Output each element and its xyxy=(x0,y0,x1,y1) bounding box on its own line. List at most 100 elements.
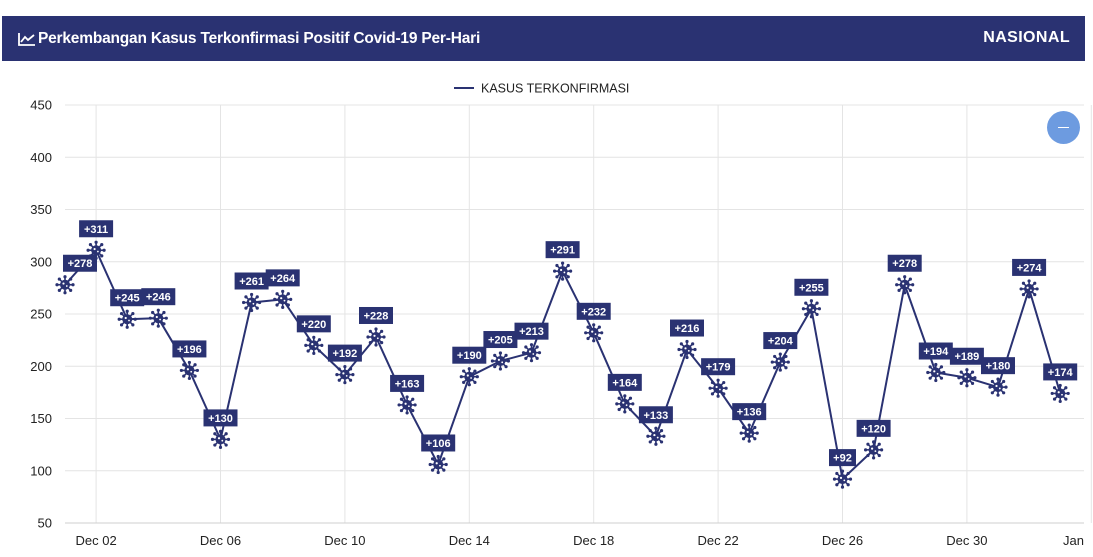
data-label-box xyxy=(1012,258,1047,276)
virus-icon xyxy=(273,289,293,309)
data-label-box xyxy=(452,346,487,364)
data-label: +189 xyxy=(955,351,980,363)
data-label: +204 xyxy=(768,336,794,348)
data-label-box xyxy=(421,434,456,452)
data-label-box xyxy=(110,289,145,307)
data-label-box xyxy=(981,357,1015,375)
virus-icon xyxy=(242,292,262,313)
virus-icon xyxy=(148,308,168,328)
virus-icon xyxy=(584,323,604,343)
data-label-box xyxy=(514,322,549,340)
virus-icon xyxy=(428,454,448,475)
data-label: +278 xyxy=(68,258,93,270)
scope-label: NASIONAL xyxy=(983,29,1070,46)
data-label-box xyxy=(670,319,704,337)
virus-icon xyxy=(521,343,542,363)
data-label-box xyxy=(203,409,238,427)
virus-icon xyxy=(55,275,75,295)
data-label: +164 xyxy=(612,377,638,389)
data-label-box xyxy=(483,331,518,349)
data-label-box xyxy=(390,374,425,392)
x-tick-label: Dec 02 xyxy=(75,533,116,548)
virus-icon xyxy=(397,395,417,415)
y-tick-label: 300 xyxy=(30,254,52,269)
virus-icon xyxy=(646,426,666,446)
virus-icon xyxy=(490,351,510,371)
data-label-box xyxy=(296,315,331,333)
x-tick-label: Jan xyxy=(1063,533,1084,548)
data-label: +264 xyxy=(270,273,296,285)
line-chart-icon xyxy=(18,32,35,46)
header-title-group: Perkembangan Kasus Terkonfirmasi Positif… xyxy=(18,30,480,48)
data-label: +180 xyxy=(986,361,1011,373)
y-tick-label: 200 xyxy=(30,359,52,374)
data-label: +278 xyxy=(892,258,917,270)
data-label-box xyxy=(829,449,856,467)
data-label: +190 xyxy=(457,350,482,362)
data-label-box xyxy=(607,373,642,391)
data-label: +205 xyxy=(488,335,513,347)
data-label-box xyxy=(172,340,207,358)
virus-icon xyxy=(988,377,1008,397)
virus-icon xyxy=(615,394,635,414)
data-label: +130 xyxy=(208,413,233,425)
virus-icon xyxy=(895,275,915,295)
virus-icon xyxy=(1050,383,1070,404)
data-label: +228 xyxy=(364,310,389,322)
x-tick-label: Dec 18 xyxy=(573,533,614,548)
legend-label: KASUS TERKONFIRMASI xyxy=(481,82,629,96)
virus-icon xyxy=(801,299,822,319)
data-label-box xyxy=(63,254,97,272)
y-tick-label: 350 xyxy=(30,202,52,217)
x-tick-label: Dec 10 xyxy=(324,533,365,548)
virus-icon xyxy=(335,365,355,385)
data-label-box xyxy=(576,302,611,320)
line-chart: 50 100 150 200 250 300 350 400 450 Dec 02 Dec 06 De… xyxy=(30,82,1092,548)
y-tick-label: 250 xyxy=(30,307,52,322)
virus-icon xyxy=(708,378,728,398)
y-tick-label: 450 xyxy=(30,98,52,113)
data-label-box xyxy=(856,419,891,437)
x-tick-label: Dec 22 xyxy=(697,533,738,548)
data-label: +311 xyxy=(84,224,108,236)
data-label: +192 xyxy=(333,348,358,360)
x-tick-label: Dec 06 xyxy=(200,533,241,548)
data-label: +136 xyxy=(737,407,762,419)
data-label-box xyxy=(234,272,269,290)
virus-icon xyxy=(304,335,324,355)
data-label-box xyxy=(141,288,176,306)
data-label: +213 xyxy=(519,326,544,338)
virus-icon xyxy=(1019,279,1039,299)
virus-icon xyxy=(210,429,231,449)
data-label-box xyxy=(327,344,362,362)
y-tick-label: 50 xyxy=(38,516,52,531)
page-title: Perkembangan Kasus Terkonfirmasi Positif… xyxy=(38,29,481,47)
data-label-box xyxy=(1043,363,1078,381)
data-label: +255 xyxy=(799,282,824,294)
minus-icon xyxy=(1058,126,1069,129)
data-label-box xyxy=(763,332,798,350)
data-label: +246 xyxy=(146,292,171,304)
data-label-box xyxy=(638,406,673,424)
data-label-box xyxy=(359,306,393,324)
virus-icon xyxy=(179,360,199,381)
data-label: +232 xyxy=(581,306,606,318)
chart-header: Perkembangan Kasus Terkonfirmasi Positif… xyxy=(2,16,1085,61)
data-label-box xyxy=(265,269,300,287)
data-label: +220 xyxy=(301,319,326,331)
y-tick-label: 400 xyxy=(30,150,52,165)
virus-icon xyxy=(553,261,573,281)
data-label-box xyxy=(79,220,114,238)
data-label: +120 xyxy=(861,423,886,435)
virus-icon xyxy=(677,339,697,360)
x-tick-label: Dec 30 xyxy=(946,533,987,548)
data-label: +245 xyxy=(115,293,140,305)
data-label: +133 xyxy=(644,410,669,422)
virus-icon xyxy=(770,352,790,372)
data-label: +106 xyxy=(426,438,451,450)
zoom-out-button[interactable] xyxy=(1047,111,1080,144)
data-label: +194 xyxy=(923,346,949,358)
virus-icon xyxy=(926,362,946,383)
data-label-box xyxy=(732,403,767,421)
virus-icon xyxy=(832,469,853,489)
